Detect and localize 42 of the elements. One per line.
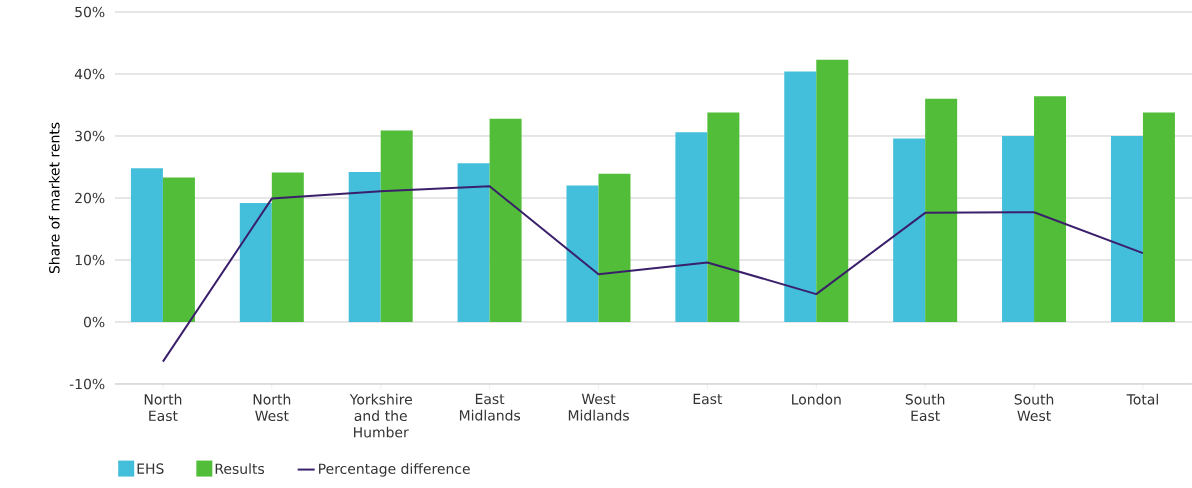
bar: [162, 177, 195, 322]
line-series: [161, 185, 1144, 363]
x-tick-label: East: [693, 393, 723, 405]
legend-label: Percentage difference: [319, 463, 470, 477]
y-axis-title: Share of market rents: [48, 122, 60, 274]
x-tick-label: East Midlands: [459, 393, 521, 421]
bar: [675, 132, 708, 322]
y-tick-label: 10%: [75, 254, 105, 266]
bar: [130, 168, 163, 322]
bar: [1002, 135, 1035, 322]
y-tick-label: 50%: [75, 6, 105, 18]
x-tick-label: South East: [905, 393, 945, 422]
bar: [489, 118, 522, 322]
bar: [457, 163, 490, 322]
bar: [380, 130, 413, 322]
x-tick-label: Yorkshire and the Humber: [349, 393, 412, 438]
bar: [1142, 112, 1175, 322]
x-tick-label: London: [792, 393, 841, 405]
y-tick-label: -10%: [69, 378, 105, 390]
legend-label: Results: [215, 463, 265, 475]
bar: [271, 172, 304, 322]
bar: [893, 138, 926, 322]
bar: [566, 185, 599, 322]
bar: [348, 171, 381, 322]
y-tick-label: 30%: [75, 130, 105, 142]
y-tick-label: 40%: [74, 68, 105, 80]
bar: [784, 71, 817, 322]
bar: [925, 98, 958, 322]
legend-label: EHS: [137, 463, 164, 474]
bar: [816, 59, 849, 322]
x-tick-label: North East: [144, 393, 182, 422]
x-tick-label: West Midlands: [568, 393, 629, 421]
bar: [239, 202, 272, 322]
x-tick-label: North West: [253, 393, 291, 422]
bar: [707, 112, 740, 322]
x-tick-label: South West: [1014, 393, 1054, 422]
bar: [598, 173, 631, 322]
y-tick-label: 0%: [83, 316, 105, 328]
bar: [1034, 96, 1067, 322]
bar: [1110, 135, 1143, 322]
x-tick-label: Total: [1126, 393, 1158, 405]
y-tick-label: 20%: [75, 192, 105, 204]
